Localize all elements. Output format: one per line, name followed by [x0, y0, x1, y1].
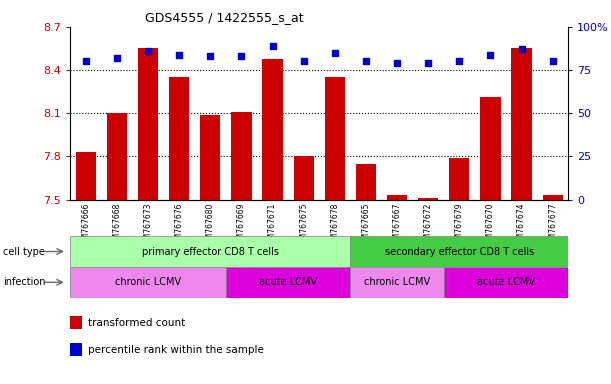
Bar [480, 98, 500, 200]
Bar [76, 152, 96, 200]
Point [486, 51, 496, 58]
Bar [543, 195, 563, 200]
Bar [70, 267, 226, 298]
Bar [444, 267, 568, 298]
Bar [200, 115, 221, 200]
Text: transformed count: transformed count [88, 318, 185, 328]
Text: percentile rank within the sample: percentile rank within the sample [88, 344, 263, 354]
Bar [70, 316, 82, 329]
Point [205, 53, 215, 59]
Point [548, 58, 558, 65]
Point [423, 60, 433, 66]
Text: chronic LCMV: chronic LCMV [115, 277, 181, 287]
Point [330, 50, 340, 56]
Point [299, 58, 309, 65]
Bar [107, 113, 127, 200]
Bar [350, 236, 568, 267]
Bar [387, 195, 407, 200]
Bar [169, 77, 189, 200]
Point [81, 58, 90, 65]
Point [236, 53, 246, 59]
Bar [293, 157, 314, 200]
Point [455, 58, 464, 65]
Text: acute LCMV: acute LCMV [259, 277, 317, 287]
Bar [350, 267, 444, 298]
Text: chronic LCMV: chronic LCMV [364, 277, 430, 287]
Text: primary effector CD8 T cells: primary effector CD8 T cells [142, 247, 279, 257]
Bar [511, 48, 532, 200]
Bar [70, 343, 82, 356]
Bar [138, 48, 158, 200]
Bar [226, 267, 350, 298]
Point [268, 43, 277, 49]
Text: secondary effector CD8 T cells: secondary effector CD8 T cells [385, 247, 534, 257]
Bar [418, 198, 438, 200]
Point [174, 51, 184, 58]
Text: GDS4555 / 1422555_s_at: GDS4555 / 1422555_s_at [145, 11, 304, 24]
Text: infection: infection [3, 277, 46, 287]
Text: acute LCMV: acute LCMV [477, 277, 535, 287]
Bar [449, 158, 469, 200]
Point [143, 48, 153, 54]
Bar [324, 77, 345, 200]
Bar [263, 58, 283, 200]
Text: cell type: cell type [3, 247, 45, 257]
Point [112, 55, 122, 61]
Bar [70, 236, 350, 267]
Point [392, 60, 402, 66]
Bar [232, 112, 252, 200]
Point [361, 58, 371, 65]
Point [517, 46, 527, 53]
Bar [356, 164, 376, 200]
